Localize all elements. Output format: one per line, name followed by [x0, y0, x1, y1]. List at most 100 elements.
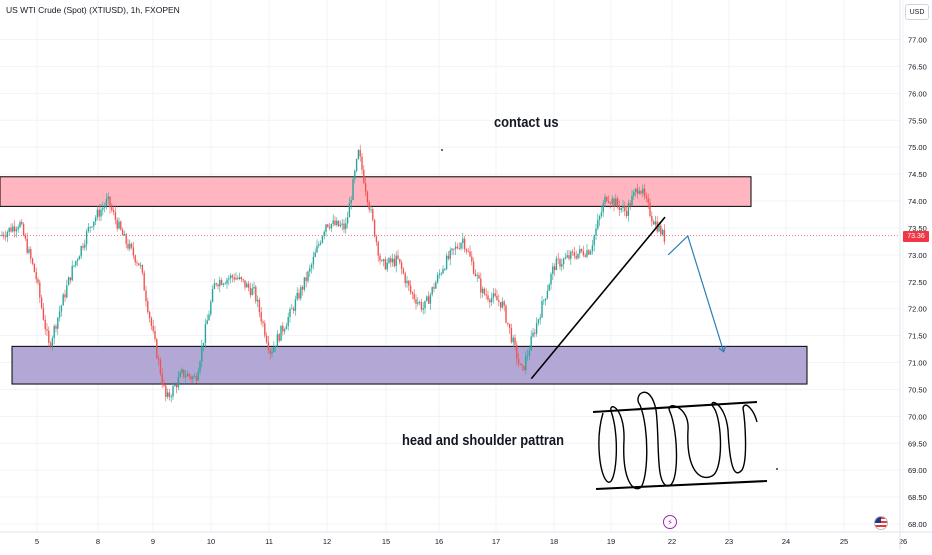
us-flag-icon[interactable] — [874, 516, 888, 530]
x-tick-label: 17 — [492, 537, 500, 546]
y-tick-label: 69.50 — [908, 439, 927, 448]
candle-body — [289, 308, 291, 317]
y-tick-label: 74.50 — [908, 170, 927, 179]
candle-body — [217, 284, 219, 287]
x-tick-label: 8 — [96, 537, 100, 546]
candle-body — [571, 251, 574, 253]
candle-body — [532, 332, 534, 337]
candle-body — [130, 243, 133, 248]
projection-path[interactable] — [667, 234, 725, 352]
candle-body — [456, 246, 459, 249]
candle-body — [145, 290, 147, 302]
candle-body — [251, 288, 253, 296]
candle-body — [451, 248, 453, 251]
candle-body — [318, 244, 320, 246]
candle-body — [107, 196, 109, 200]
candle-body — [354, 171, 356, 180]
candle-body — [355, 159, 358, 172]
candle-body — [649, 202, 651, 216]
candle-body — [638, 191, 640, 194]
candle-body — [100, 209, 102, 217]
y-tick-label: 68.00 — [908, 520, 927, 529]
candle-body — [485, 294, 487, 296]
candle-body — [559, 259, 561, 267]
candle-body — [184, 376, 187, 378]
candle-body — [57, 317, 59, 329]
candle-body — [512, 337, 514, 343]
candle-body — [391, 258, 394, 263]
candle-body — [312, 256, 315, 265]
candle-body — [206, 320, 208, 325]
candle-body — [148, 312, 151, 319]
candle-body — [552, 266, 554, 274]
candle-body — [256, 299, 259, 302]
candle-body — [633, 191, 635, 196]
candle-body — [505, 305, 507, 323]
candle-body — [537, 319, 540, 324]
candle-body — [319, 242, 322, 245]
pattern-annotation[interactable]: head and shoulder pattran — [402, 432, 564, 449]
candle-body — [386, 262, 388, 270]
candle-body — [30, 249, 32, 259]
candle-body — [442, 269, 444, 274]
candle-body — [96, 209, 99, 218]
currency-button[interactable]: USD — [905, 4, 929, 20]
trendline[interactable] — [530, 216, 666, 380]
candle-body — [247, 283, 250, 288]
drawings — [441, 149, 778, 490]
candle-body — [402, 268, 405, 274]
candle-body — [213, 283, 216, 290]
candle-body — [46, 329, 48, 331]
candle-body — [321, 236, 324, 243]
candle-body — [303, 277, 306, 290]
candle-body — [143, 272, 145, 291]
resistance-zone[interactable] — [0, 176, 752, 207]
candle-body — [195, 376, 198, 381]
candle-body — [465, 249, 468, 252]
candle-body — [228, 278, 230, 280]
candle-body — [629, 203, 631, 206]
candle-body — [283, 329, 286, 332]
candle-body — [528, 350, 531, 356]
candle-body — [10, 227, 12, 232]
candle-body — [199, 361, 201, 372]
candle-body — [345, 223, 347, 230]
contact-annotation[interactable]: contact us — [494, 114, 559, 131]
candle-body — [597, 219, 599, 229]
candle-body — [624, 206, 626, 212]
candle-body — [138, 263, 140, 266]
candle-body — [260, 312, 262, 322]
x-tick-label: 12 — [323, 537, 331, 546]
candle-body — [600, 212, 603, 217]
candle-body — [253, 286, 255, 289]
candle-body — [201, 345, 203, 362]
candle-body — [580, 248, 583, 252]
candle-body — [458, 248, 460, 249]
candle-body — [548, 284, 550, 291]
candle-body — [129, 243, 131, 249]
candle-body — [503, 301, 505, 306]
candle-body — [453, 248, 455, 250]
candle-body — [219, 280, 221, 287]
y-tick-label: 72.00 — [908, 305, 927, 314]
candle-body — [208, 314, 210, 321]
candle-body — [377, 242, 379, 256]
support-zone[interactable] — [11, 345, 808, 385]
candle-body — [575, 256, 577, 259]
lightning-bolt-icon[interactable]: ⚡ — [663, 515, 677, 529]
candle-body — [411, 292, 414, 294]
candle-body — [62, 294, 64, 306]
candles — [1, 144, 666, 403]
candle-body — [609, 202, 612, 204]
candle-body — [363, 169, 365, 184]
candle-body — [440, 273, 442, 275]
candle-body — [438, 273, 441, 276]
candle-body — [408, 280, 410, 286]
candle-body — [220, 280, 223, 285]
candle-body — [69, 277, 72, 281]
candle-body — [278, 334, 280, 341]
candle-body — [168, 392, 171, 397]
candle-body — [51, 338, 54, 347]
